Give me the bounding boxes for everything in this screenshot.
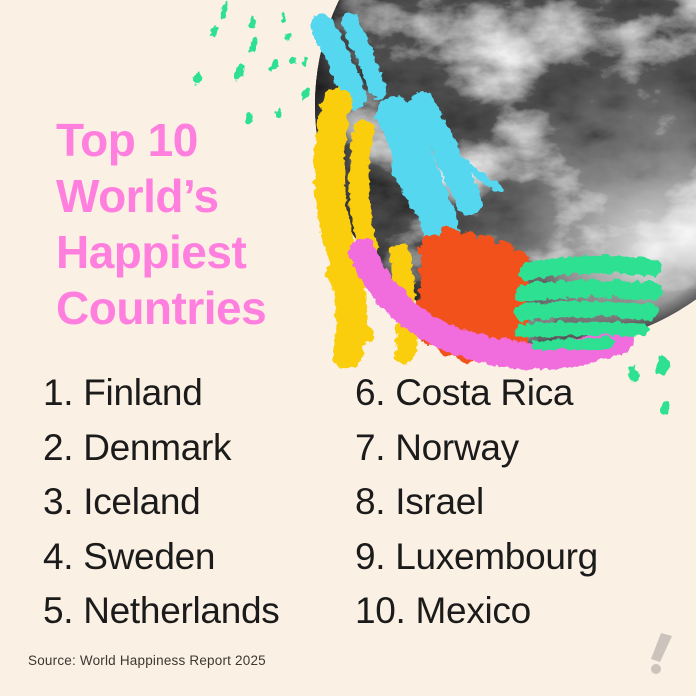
- ranking-column-right: 6. Costa Rica 7. Norway 8. Israel 9. Lux…: [355, 366, 598, 639]
- paint-strokes: [308, 11, 661, 368]
- list-item-rank-10: 10. Mexico: [355, 590, 531, 631]
- paint-stroke-cyan: [308, 11, 502, 256]
- list-item-rank-6: 6. Costa Rica: [355, 372, 574, 413]
- title-line-4: Countries: [56, 282, 267, 334]
- paint-stroke-green: [512, 253, 661, 349]
- list-item-rank-7: 7. Norway: [355, 426, 519, 468]
- title-line-1: Top 10: [56, 114, 198, 166]
- list-item-rank-4: 4. Sweden: [43, 535, 216, 577]
- list-item-rank-1: 1. Finland: [43, 372, 203, 413]
- list-item-rank-3: 3. Iceland: [43, 481, 201, 522]
- page-title: Top 10 World’s Happiest Countries: [56, 112, 267, 336]
- source-note: Source: World Happiness Report 2025: [28, 653, 266, 668]
- paint-stroke-orange: [417, 225, 527, 361]
- paint-stroke-yellow: [312, 87, 416, 367]
- list-item-rank-8: 8. Israel: [355, 481, 484, 522]
- title-line-2: World’s: [56, 170, 219, 222]
- list-item-rank-5: 5. Netherlands: [43, 590, 280, 631]
- title-line-3: Happiest: [56, 226, 247, 278]
- ranking-column-left: 1. Finland 2. Denmark 3. Iceland 4. Swed…: [43, 366, 280, 639]
- paint-stroke-pink: [346, 236, 632, 368]
- list-item-rank-2: 2. Denmark: [43, 426, 232, 468]
- brand-logo-exclamation-icon: [651, 633, 672, 674]
- list-item-rank-9: 9. Luxembourg: [355, 535, 598, 577]
- earth-globe-photo: [315, 0, 696, 345]
